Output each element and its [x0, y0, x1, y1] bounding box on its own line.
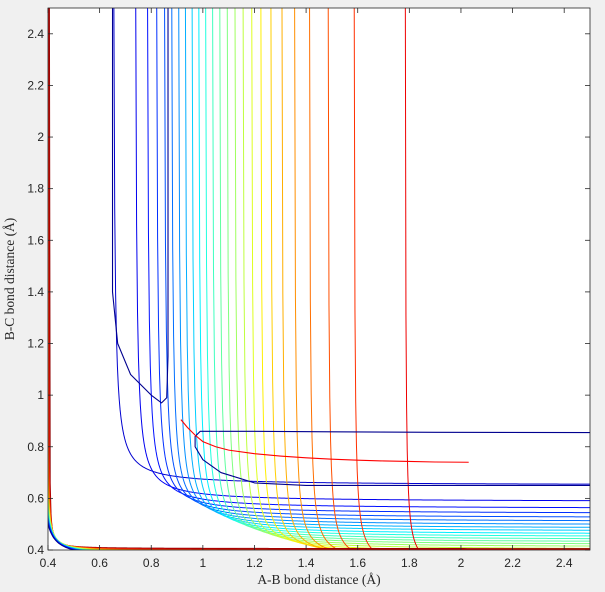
y-axis-label: B-C bond distance (Å)	[2, 218, 17, 341]
x-tick-label: 0.6	[91, 556, 108, 570]
y-tick-label: 2.4	[27, 27, 44, 41]
contour-line	[270, 8, 342, 550]
y-tick-label: 0.6	[27, 491, 44, 505]
y-tick-label: 2	[37, 130, 44, 144]
y-tick-label: 1.4	[27, 285, 44, 299]
y-tick-label: 0.8	[27, 440, 44, 454]
x-tick-label: 0.4	[40, 556, 57, 570]
y-tick-label: 2.2	[27, 78, 44, 92]
contour-line	[113, 8, 590, 485]
x-tick-label: 2.4	[556, 556, 573, 570]
reaction-path	[180, 419, 469, 463]
x-tick-label: 1	[200, 556, 207, 570]
y-tick-label: 1.2	[27, 337, 44, 351]
plot-area	[48, 8, 590, 550]
x-tick-label: 1.6	[349, 556, 366, 570]
contour-line	[191, 8, 590, 531]
well-contour	[194, 430, 590, 487]
y-tick-label: 1.8	[27, 182, 44, 196]
x-tick-label: 2	[458, 556, 465, 570]
x-axis-label: A-B bond distance (Å)	[257, 572, 380, 587]
contour-line	[198, 8, 590, 534]
axes-layer: 0.4 0.6 0.8 1 1.2 1.4 1.6 1.8 2 2.2 2.4 0.4 0.6 0.8 1 1…	[27, 7, 591, 570]
x-tick-label: 2.2	[504, 556, 521, 570]
y-tick-label: 1	[37, 388, 44, 402]
x-tick-label: 0.8	[143, 556, 160, 570]
well-contour	[111, 8, 169, 404]
y-tick-label: 1.6	[27, 233, 44, 247]
axes-box	[47, 7, 591, 551]
y-tick-label: 0.4	[27, 543, 44, 557]
x-tick-label: 1.4	[298, 556, 315, 570]
x-tick-label: 1.8	[401, 556, 418, 570]
contour-line	[135, 8, 590, 502]
contour-line	[164, 8, 590, 518]
contour-line	[260, 8, 378, 550]
x-tick-label: 1.2	[246, 556, 263, 570]
